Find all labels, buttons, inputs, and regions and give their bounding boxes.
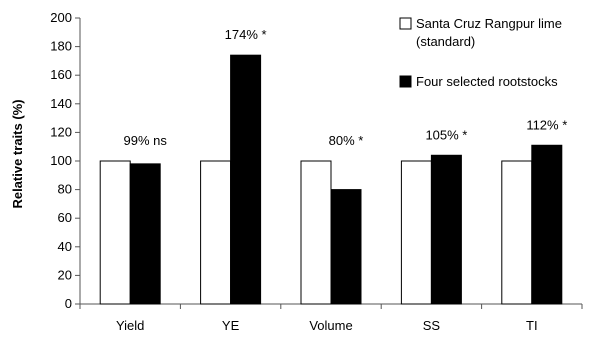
bar-standard: [300, 160, 332, 305]
bar-standard: [400, 160, 432, 305]
y-tick-label: 120: [50, 124, 72, 139]
bar-annotation: 105% *: [425, 127, 467, 142]
legend-item-standard: Santa Cruz Rangpur lime (standard): [399, 16, 562, 49]
x-category-label: TI: [526, 318, 538, 333]
bar-standard: [200, 160, 232, 305]
legend-item-selected-rootstocks: Four selected rootstocks: [399, 74, 558, 89]
bar-annotation: 99% ns: [124, 133, 168, 148]
y-tick-label: 140: [50, 96, 72, 111]
y-tick-label: 40: [58, 239, 72, 254]
y-tick-label: 200: [50, 10, 72, 25]
y-tick-label: 20: [58, 267, 72, 282]
bar-annotation: 174% *: [225, 27, 267, 42]
legend: Santa Cruz Rangpur lime (standard) Four se…: [399, 16, 562, 89]
y-tick-label: 100: [50, 153, 72, 168]
x-category-label: YE: [222, 318, 240, 333]
bar-standard: [99, 160, 131, 305]
x-axis: Yield YE Volume SS TI: [79, 303, 583, 333]
bar-selected-rootstocks: [531, 144, 563, 305]
x-category-label: Yield: [116, 318, 144, 333]
x-category-label: SS: [423, 318, 441, 333]
bar-standard: [501, 160, 533, 305]
legend-swatch: [399, 17, 412, 30]
y-tick-label: 60: [58, 210, 72, 225]
y-tick-label: 0: [65, 296, 72, 311]
legend-label: Four selected rootstocks: [416, 74, 558, 89]
legend-label: Santa Cruz Rangpur lime: [416, 16, 562, 31]
y-tick-label: 160: [50, 67, 72, 82]
legend-swatch: [399, 75, 412, 88]
y-tick-label: 80: [58, 182, 72, 197]
bar-selected-rootstocks: [230, 54, 262, 305]
bar-selected-rootstocks: [430, 154, 462, 305]
y-tick-label: 180: [50, 39, 72, 54]
x-category-label: Volume: [309, 318, 352, 333]
annotations: 99% ns 174% * 80% * 105% * 112% *: [124, 27, 568, 148]
bar-selected-rootstocks: [129, 163, 161, 305]
bar-annotation: 80% *: [329, 133, 364, 148]
bar-selected-rootstocks: [330, 189, 362, 305]
legend-label: (standard): [416, 34, 475, 49]
y-axis-label: Relative traits (%): [10, 99, 25, 208]
y-axis: 0 20 40 60 80 100 120 140 160 180 200: [50, 10, 81, 311]
bar-annotation: 112% *: [526, 117, 567, 132]
bars: [99, 54, 563, 305]
